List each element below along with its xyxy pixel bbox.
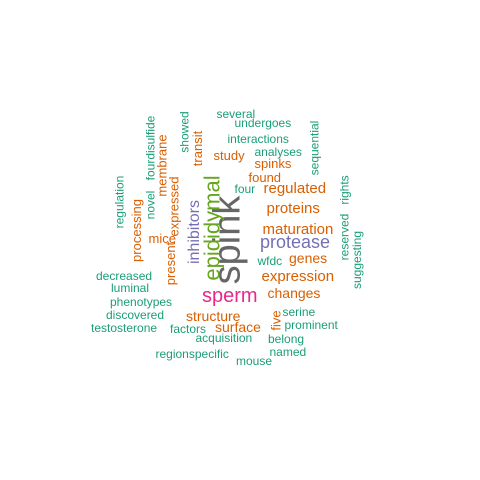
word-surface: surface bbox=[215, 319, 261, 335]
word-four: four bbox=[234, 182, 256, 196]
word-prominent: prominent bbox=[284, 318, 338, 332]
word-regulated: regulated bbox=[263, 179, 327, 197]
word-membrane: membrane bbox=[154, 133, 170, 197]
word-changes: changes bbox=[267, 285, 321, 301]
word-belong: belong bbox=[268, 332, 305, 346]
word-showed: showed bbox=[177, 111, 192, 153]
word-found: found bbox=[248, 169, 282, 185]
word-suggesting: suggesting bbox=[350, 230, 365, 290]
word-mouse: mouse bbox=[236, 354, 273, 368]
word-sequential: sequential bbox=[306, 120, 321, 176]
word-discovered: discovered bbox=[106, 308, 165, 322]
word-study: study bbox=[213, 147, 245, 163]
word-acquisition: acquisition bbox=[195, 331, 253, 345]
word-genes: genes bbox=[289, 250, 328, 266]
word-present: present bbox=[162, 241, 178, 285]
word-analyses: analyses bbox=[254, 145, 302, 159]
word-interactions: interactions bbox=[227, 132, 289, 146]
word-wfdc: wfdc bbox=[257, 254, 283, 268]
word-epididymal: epididymal bbox=[199, 175, 225, 281]
word-phenotypes: phenotypes bbox=[110, 295, 173, 309]
word-maturation: maturation bbox=[262, 220, 334, 238]
word-reserved: reserved bbox=[336, 213, 351, 261]
word-processing: processing bbox=[128, 198, 144, 262]
word-inhibitors: inhibitors bbox=[186, 199, 204, 265]
word-expression: expression bbox=[261, 267, 335, 285]
word-five: five bbox=[268, 309, 284, 331]
word-protease: protease bbox=[260, 232, 331, 252]
word-transit: transit bbox=[189, 130, 205, 166]
word-factors: factors bbox=[170, 322, 207, 336]
word-proteins: proteins bbox=[266, 199, 320, 217]
word-fourdisulfide: fourdisulfide bbox=[142, 115, 157, 181]
word-sperm: sperm bbox=[202, 285, 258, 307]
word-spinks: spinks bbox=[254, 155, 292, 171]
word-testosterone: testosterone bbox=[91, 321, 158, 335]
word-several: several bbox=[216, 107, 256, 121]
word-novel: novel bbox=[142, 190, 157, 220]
word-luminal: luminal bbox=[111, 281, 150, 295]
word-decreased: decreased bbox=[96, 269, 153, 283]
word-structure: structure bbox=[186, 308, 241, 324]
word-regionspecific: regionspecific bbox=[155, 347, 229, 361]
word-regulation: regulation bbox=[111, 175, 126, 229]
word-rights: rights bbox=[337, 175, 352, 205]
word-serine: serine bbox=[282, 305, 316, 319]
word-named: named bbox=[269, 345, 307, 359]
word-undergoes: undergoes bbox=[234, 116, 292, 130]
word-mice: mice bbox=[148, 230, 176, 246]
